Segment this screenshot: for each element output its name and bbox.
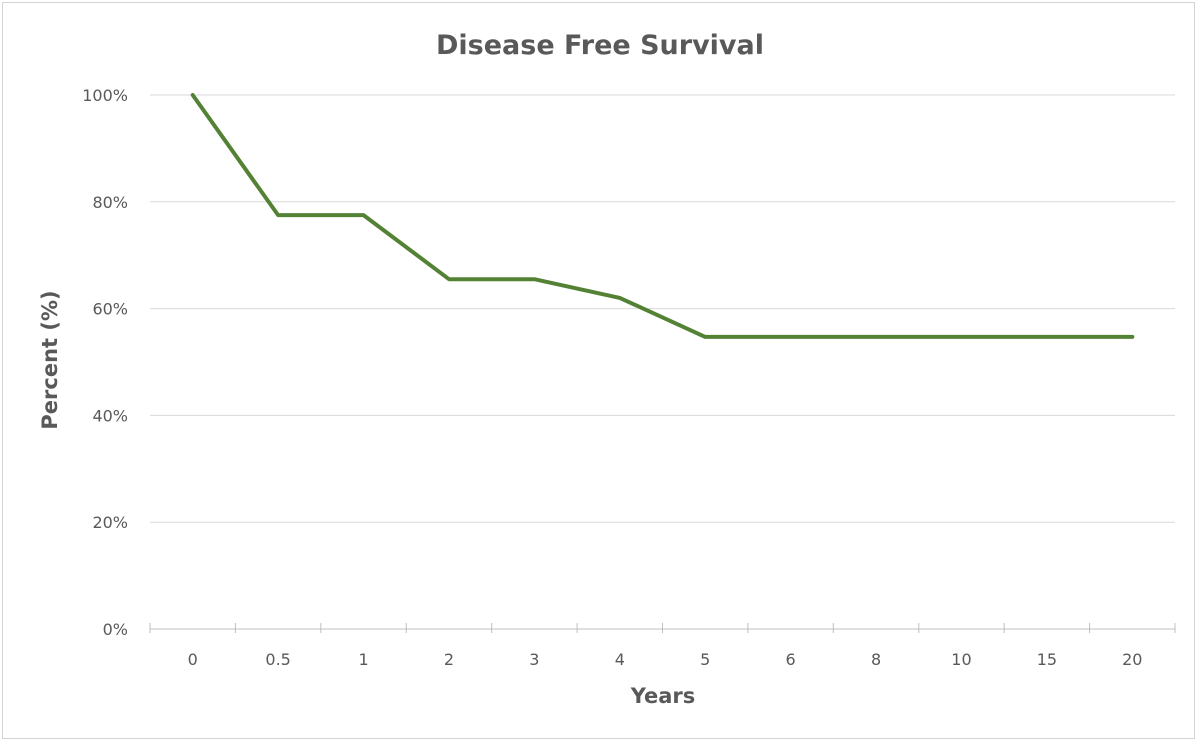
x-tick-label: 1 <box>358 650 368 669</box>
x-tick-label: 3 <box>529 650 539 669</box>
y-axis-title: Percent (%) <box>38 290 62 429</box>
x-axis-title: Years <box>630 684 696 708</box>
x-tick-label: 20 <box>1122 650 1142 669</box>
y-tick-label: 40% <box>92 406 128 425</box>
y-tick-label: 100% <box>82 86 128 105</box>
x-axis <box>149 623 1176 633</box>
x-tick-label: 6 <box>786 650 796 669</box>
x-tick-label: 5 <box>700 650 710 669</box>
y-tick-label: 20% <box>92 513 128 532</box>
x-tick-label: 2 <box>444 650 454 669</box>
gridlines <box>150 94 1175 523</box>
y-tick-label: 0% <box>103 620 128 639</box>
series-lines <box>190 93 1135 339</box>
x-tick-label: 15 <box>1037 650 1057 669</box>
chart-title: Disease Free Survival <box>436 30 764 61</box>
x-tick-label: 0 <box>188 650 198 669</box>
y-tick-label: 80% <box>92 193 128 212</box>
series-line-0 <box>190 93 1135 339</box>
x-tick-label: 8 <box>871 650 881 669</box>
x-tick-label: 4 <box>615 650 625 669</box>
x-tick-labels: 0 0.5 1 2 3 4 5 6 8 10 15 20 <box>188 650 1143 669</box>
y-tick-label: 60% <box>92 300 128 319</box>
x-tick-label: 10 <box>951 650 971 669</box>
y-tick-labels: 0% 20% 40% 60% 80% 100% <box>82 86 128 639</box>
x-tick-label: 0.5 <box>265 650 290 669</box>
